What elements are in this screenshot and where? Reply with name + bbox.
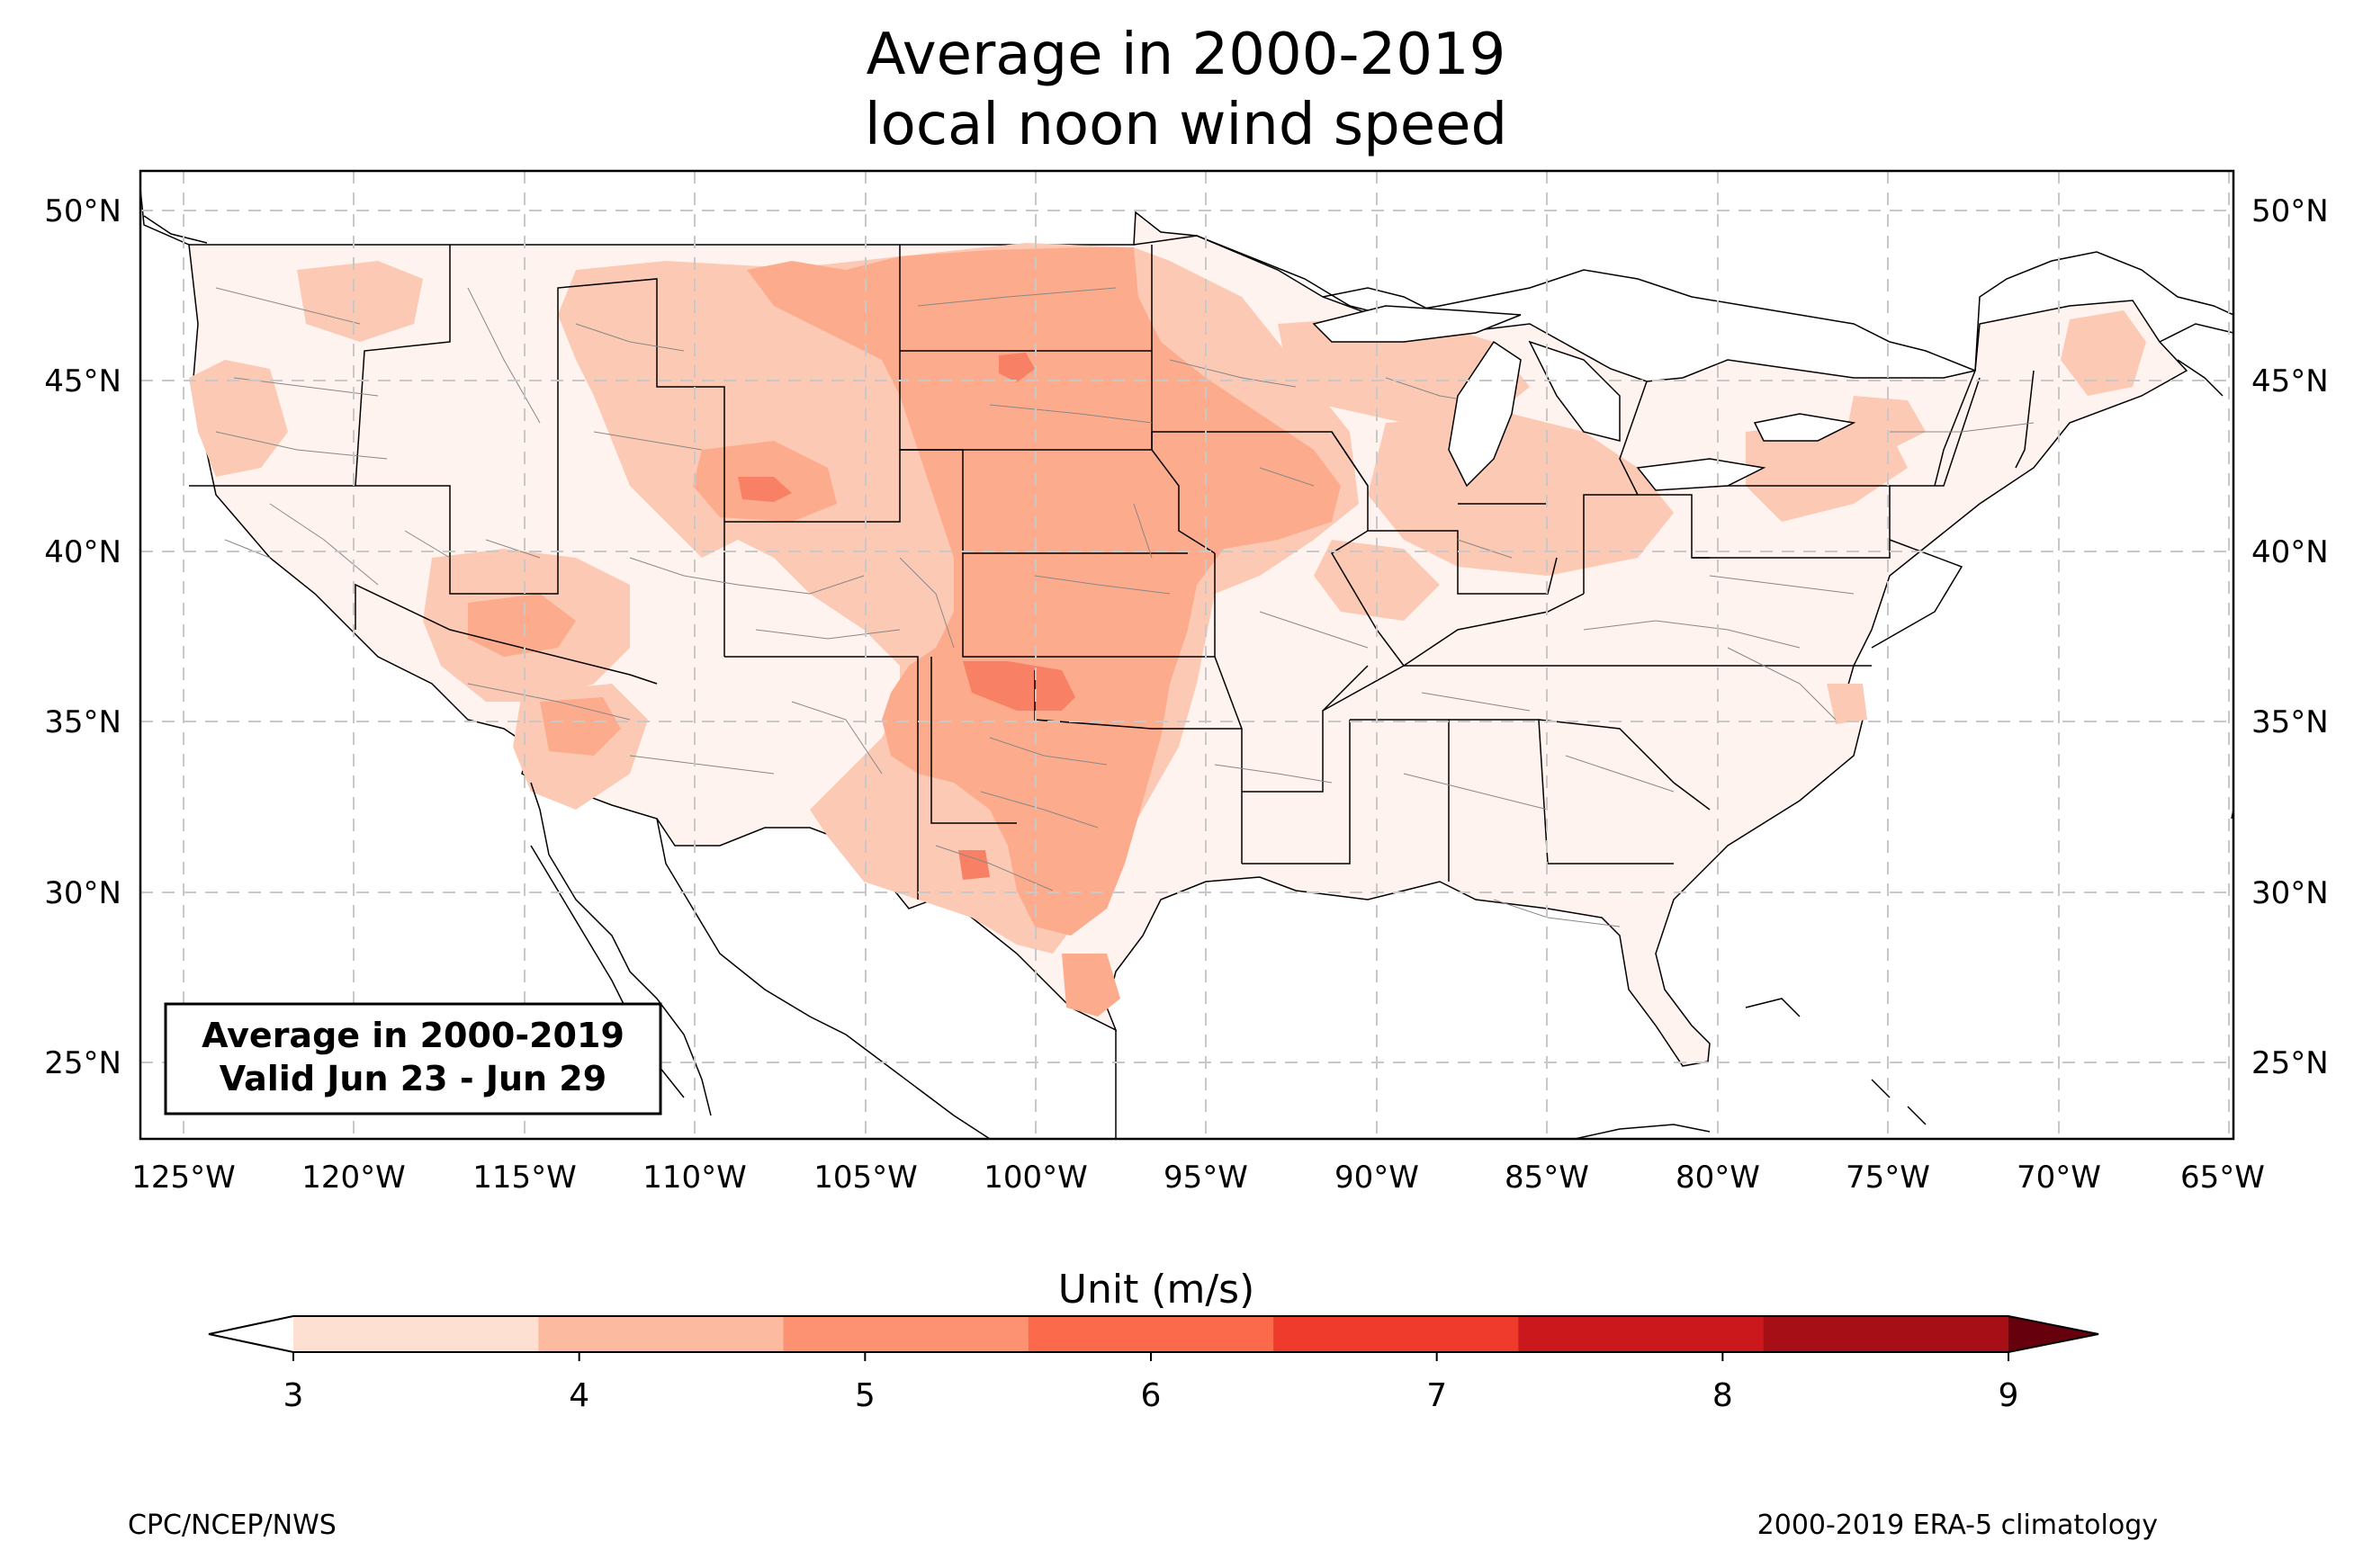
international-borders	[140, 188, 2233, 1139]
colorbar-segments	[293, 1316, 2009, 1352]
info-box-line-1: Average in 2000-2019	[202, 1016, 624, 1055]
colorbar-segment	[783, 1316, 1029, 1352]
colorbar: Unit (m/s) 3 4 5 6 7 8 9	[208, 1267, 2099, 1414]
info-box: Average in 2000-2019 Valid Jun 23 - Jun …	[164, 1002, 662, 1116]
wind-6-7-regions	[738, 353, 1075, 880]
map-frame	[139, 169, 2235, 1141]
colorbar-segment	[1763, 1316, 2009, 1352]
lat-tick-labels-right: 50°N 45°N 40°N 35°N 30°N 25°N	[2251, 193, 2329, 1081]
lat-tick-label: 25°N	[44, 1045, 121, 1081]
lon-tick-label: 120°W	[301, 1160, 406, 1196]
lon-tick-label: 100°W	[984, 1160, 1088, 1196]
lat-tick-label: 30°N	[44, 875, 121, 911]
colorbar-under-arrow	[209, 1316, 293, 1352]
lat-tick-label: 50°N	[44, 193, 121, 229]
lat-tick-label: 30°N	[2251, 875, 2329, 911]
colorbar-segment	[1518, 1316, 1765, 1352]
lon-tick-label: 75°W	[1846, 1160, 1930, 1196]
lon-tick-label: 110°W	[642, 1160, 747, 1196]
lon-tick-labels: 125°W 120°W 115°W 110°W 105°W 100°W 95°W…	[131, 1160, 2265, 1196]
colorbar-tick-label: 3	[283, 1377, 304, 1414]
credit-right: 2000-2019 ERA-5 climatology	[1757, 1510, 2158, 1541]
colorbar-segment	[538, 1316, 785, 1352]
great-lakes	[1312, 305, 1856, 491]
colorbar-over-arrow	[2008, 1316, 2098, 1352]
lat-tick-labels-left: 50°N 45°N 40°N 35°N 30°N 25°N	[44, 193, 121, 1081]
lon-tick-label: 85°W	[1505, 1160, 1589, 1196]
state-borders	[189, 245, 2035, 900]
colorbar-tick-label: 6	[1141, 1377, 1162, 1414]
colorbar-tick-label: 8	[1712, 1377, 1733, 1414]
lon-tick-label: 65°W	[2180, 1160, 2265, 1196]
lat-tick-label: 35°N	[2251, 704, 2329, 740]
map-area	[140, 171, 2233, 1139]
lon-tick-label: 80°W	[1676, 1160, 1760, 1196]
lon-tick-label: 70°W	[2017, 1160, 2101, 1196]
credit-left: CPC/NCEP/NWS	[128, 1510, 337, 1541]
lon-tick-label: 105°W	[813, 1160, 918, 1196]
lat-tick-label: 50°N	[2251, 193, 2329, 229]
info-box-line-2: Valid Jun 23 - Jun 29	[220, 1059, 606, 1098]
colorbar-segment	[1028, 1316, 1274, 1352]
lon-tick-label: 95°W	[1164, 1160, 1248, 1196]
title-line-2: local noon wind speed	[865, 92, 1507, 158]
colorbar-tick-label: 4	[569, 1377, 589, 1414]
title-line-1: Average in 2000-2019	[867, 22, 1506, 88]
lat-tick-label: 45°N	[44, 363, 121, 399]
colorbar-tick-label: 7	[1426, 1377, 1447, 1414]
lon-tick-label: 125°W	[131, 1160, 236, 1196]
lat-tick-label: 40°N	[44, 534, 121, 570]
lat-tick-label: 45°N	[2251, 363, 2329, 399]
colorbar-tick-label: 9	[1999, 1377, 2019, 1414]
lat-tick-label: 25°N	[2251, 1045, 2329, 1081]
lon-tick-label: 90°W	[1334, 1160, 1419, 1196]
info-box-frame	[164, 1002, 662, 1116]
colorbar-segment	[293, 1316, 539, 1352]
colorbar-title: Unit (m/s)	[1058, 1267, 1255, 1313]
gridlines	[140, 171, 2233, 1139]
lon-tick-label: 115°W	[472, 1160, 577, 1196]
colorbar-tick-labels: 3 4 5 6 7 8 9	[283, 1352, 2019, 1414]
lat-tick-label: 40°N	[2251, 534, 2329, 570]
lat-tick-label: 35°N	[44, 704, 121, 740]
colorbar-segment	[1273, 1316, 1519, 1352]
colorbar-tick-label: 5	[855, 1377, 876, 1414]
